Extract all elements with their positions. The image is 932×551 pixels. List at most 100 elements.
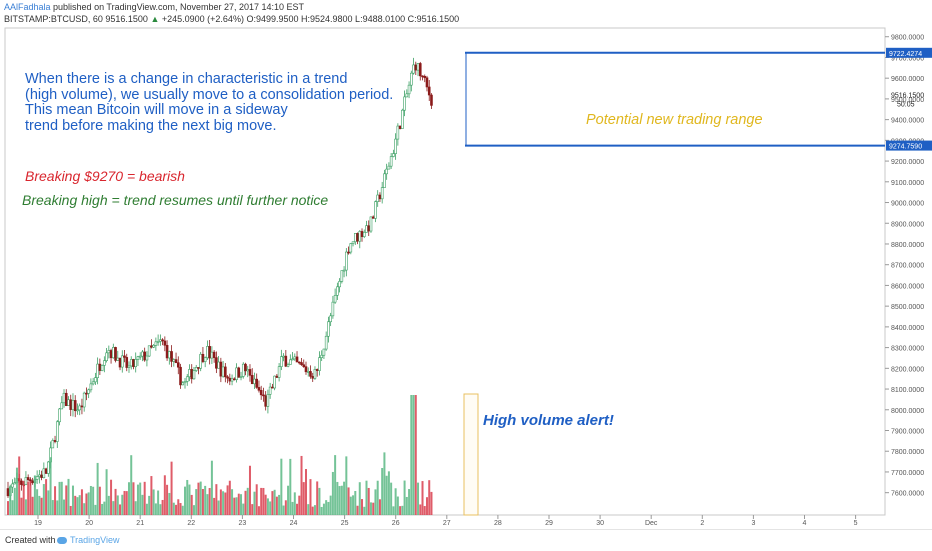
volume-bar — [383, 452, 386, 515]
candle-body — [241, 363, 245, 377]
candle-body — [89, 383, 93, 391]
price-chart[interactable]: 9800.0000 9700.0000 9600.0000 9500.0000 9400… — [0, 0, 932, 529]
candle-body — [170, 351, 173, 362]
candle-body — [103, 360, 106, 366]
x-tick-label: 27 — [443, 520, 451, 527]
candle-body — [324, 335, 328, 350]
volume-bar — [390, 482, 393, 515]
y-tick-label: 9800.0000 — [891, 35, 924, 42]
volume-bar — [401, 505, 404, 515]
volume-bar — [56, 500, 59, 515]
y-tick-label: 8100.0000 — [891, 387, 924, 394]
volume-bar — [264, 494, 267, 515]
candle-body — [116, 357, 120, 361]
volume-bar — [331, 471, 334, 515]
candle-body — [313, 369, 317, 379]
candle-body — [35, 476, 39, 480]
volume-bar — [184, 486, 187, 515]
candle-body — [340, 270, 344, 282]
volume-bar — [103, 501, 106, 515]
candle-body — [268, 386, 272, 395]
candle-body — [109, 350, 113, 359]
annotation-line: This mean Bitcoin will move in a sideway — [25, 102, 288, 118]
candle-body — [53, 440, 57, 442]
candle-body — [430, 94, 433, 106]
volume-bar — [116, 495, 119, 515]
candle-body — [257, 387, 261, 391]
volume-bar — [65, 485, 68, 515]
volume-bar — [226, 485, 229, 515]
volume-bar — [358, 482, 361, 515]
volume-bar — [423, 506, 426, 515]
candle-body — [212, 351, 216, 358]
candle-body — [87, 389, 90, 394]
volume-bar — [78, 495, 81, 515]
candle-body — [13, 482, 17, 485]
x-tick-label: 19 — [34, 520, 42, 527]
candle-body — [280, 356, 283, 367]
candle-body — [219, 361, 223, 377]
volume-bar — [179, 503, 182, 515]
author-link[interactable]: AAlFadhala — [4, 2, 51, 12]
candle-body — [392, 153, 395, 157]
volume-bar — [255, 484, 258, 515]
candle-body — [26, 477, 30, 481]
volume-bar — [354, 490, 357, 515]
volume-bar — [166, 484, 169, 515]
candle-body — [44, 468, 48, 474]
volume-bar — [9, 485, 12, 515]
candle-body — [347, 251, 350, 254]
candle-body — [120, 355, 124, 368]
volume-bar — [242, 503, 245, 515]
candle-body — [275, 375, 279, 378]
candle-body — [385, 168, 388, 175]
volume-bar — [385, 475, 388, 515]
volume-alert-annotation: High volume alert! — [483, 412, 614, 429]
candle-body — [105, 352, 108, 362]
volume-bar — [213, 497, 216, 515]
volume-bar — [107, 495, 110, 515]
candle-body — [98, 363, 102, 371]
volume-bar — [105, 469, 108, 515]
volume-bar — [410, 395, 413, 515]
candle-body — [371, 216, 375, 219]
candle-body — [188, 369, 191, 378]
candle-body — [152, 345, 155, 348]
volume-bar — [154, 503, 157, 515]
volume-bar — [190, 494, 193, 515]
volume-bar — [356, 505, 359, 515]
y-tick-label: 8000.0000 — [891, 408, 924, 415]
candle-body — [246, 369, 250, 372]
volume-bar — [110, 479, 113, 515]
candle-body — [405, 93, 409, 98]
tradingview-logo[interactable]: TradingView — [57, 535, 120, 545]
candle-body — [338, 281, 341, 288]
volume-bar — [336, 481, 339, 515]
volume-bar — [145, 503, 148, 515]
candle-body — [134, 359, 138, 368]
candle-body — [369, 216, 373, 232]
bearish-annotation: Breaking $9270 = bearish — [25, 168, 185, 184]
last-price: 9516.1500 — [105, 14, 148, 24]
volume-bar — [338, 486, 341, 515]
x-tick-label: 3 — [751, 520, 755, 527]
x-tick-label: 22 — [187, 520, 195, 527]
volume-bar — [54, 486, 57, 515]
volume-bar — [89, 485, 92, 515]
volume-bar — [345, 456, 348, 515]
candle-body — [168, 351, 171, 359]
breakout-annotation: Breaking high = trend resumes until furt… — [22, 192, 329, 208]
up-arrow-icon: ▲ — [150, 14, 160, 24]
volume-bar — [31, 496, 34, 515]
volume-bar — [159, 504, 162, 515]
volume-bar — [381, 468, 384, 515]
volume-bar — [98, 486, 101, 515]
candle-body — [248, 369, 252, 376]
volume-bar — [208, 488, 211, 515]
candle-body — [383, 173, 386, 188]
x-tick-label: 29 — [545, 520, 553, 527]
volume-bar — [67, 478, 70, 515]
candle-body — [80, 405, 84, 408]
volume-bar — [219, 489, 222, 515]
volume-bar — [51, 500, 54, 515]
